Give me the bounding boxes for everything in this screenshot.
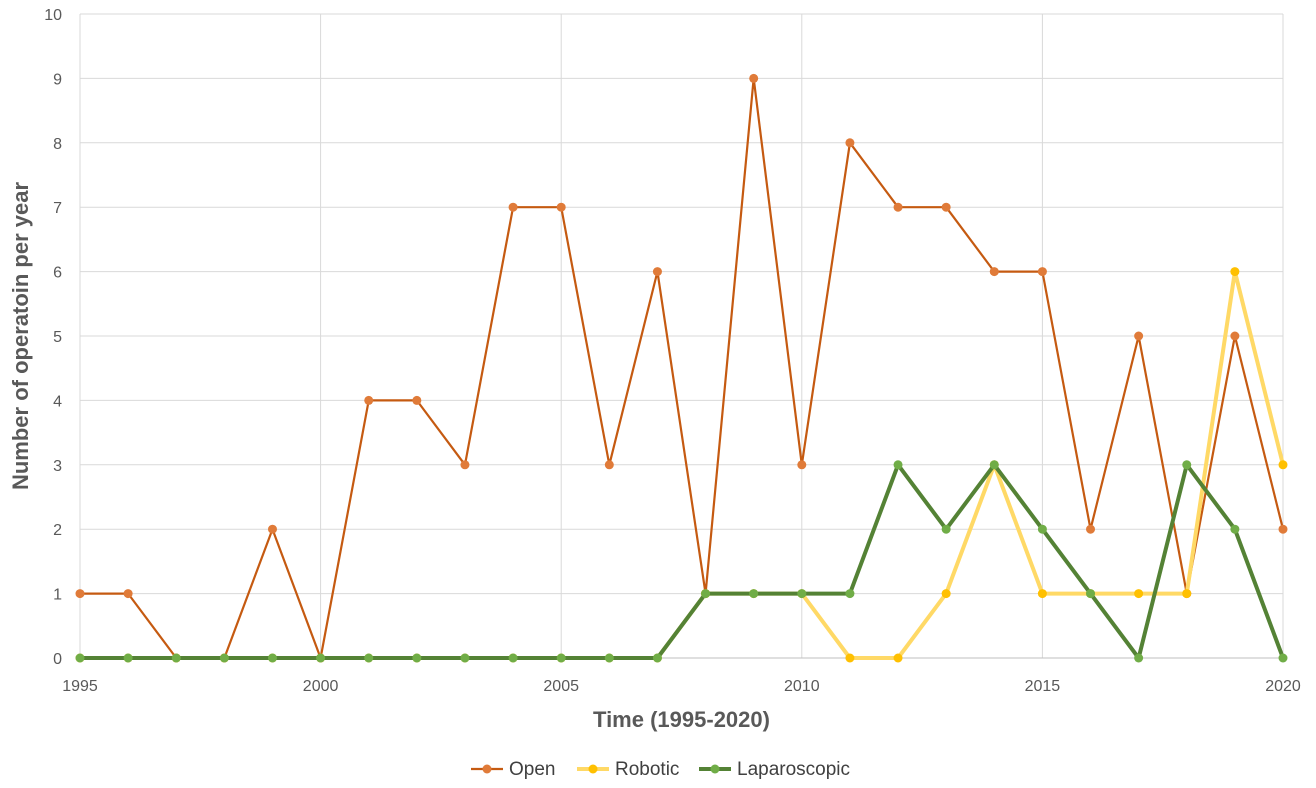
grid-lines xyxy=(79,13,1284,659)
series-laparoscopic xyxy=(75,460,1288,663)
data-point-laparoscopic xyxy=(123,653,133,663)
data-point-laparoscopic xyxy=(412,653,422,663)
data-point-laparoscopic xyxy=(749,589,759,599)
y-tick-label: 8 xyxy=(53,136,62,153)
legend-item-open[interactable]: Open xyxy=(471,759,555,780)
y-tick-label: 4 xyxy=(53,393,62,410)
data-point-open xyxy=(508,202,518,212)
x-tick-label: 1995 xyxy=(62,678,98,695)
y-axis-title: Number of operatoin per year xyxy=(8,182,33,491)
data-point-robotic xyxy=(1182,589,1192,599)
data-point-open xyxy=(941,202,951,212)
y-tick-label: 10 xyxy=(44,7,62,24)
y-tick-label: 6 xyxy=(53,265,62,282)
data-point-robotic xyxy=(1037,589,1047,599)
y-tick-label: 3 xyxy=(53,458,62,475)
data-point-open xyxy=(460,460,470,470)
data-point-laparoscopic xyxy=(1086,589,1096,599)
y-tick-label: 7 xyxy=(53,200,62,217)
data-point-open xyxy=(749,73,759,83)
legend-item-laparoscopic[interactable]: Laparoscopic xyxy=(699,759,850,780)
data-point-open xyxy=(75,589,85,599)
data-point-open xyxy=(1037,267,1047,277)
data-point-laparoscopic xyxy=(989,460,999,470)
data-point-laparoscopic xyxy=(845,589,855,599)
data-point-open xyxy=(845,138,855,148)
y-tick-label: 5 xyxy=(53,329,62,346)
data-point-laparoscopic xyxy=(267,653,277,663)
data-point-robotic xyxy=(893,653,903,663)
data-point-open xyxy=(364,395,374,405)
legend-label-open: Open xyxy=(509,759,555,780)
data-point-laparoscopic xyxy=(701,589,711,599)
data-point-open xyxy=(267,524,277,534)
legend-item-robotic[interactable]: Robotic xyxy=(577,759,679,780)
data-point-open xyxy=(556,202,566,212)
legend-marker-open xyxy=(482,764,492,774)
data-point-laparoscopic xyxy=(316,653,326,663)
x-tick-label: 2010 xyxy=(784,678,820,695)
data-point-laparoscopic xyxy=(171,653,181,663)
data-point-robotic xyxy=(845,653,855,663)
x-tick-labels: 1995 2000 2005 2010 2015 2020 xyxy=(62,678,1301,695)
data-point-laparoscopic xyxy=(893,460,903,470)
x-tick-label: 2000 xyxy=(303,678,339,695)
legend-marker-laparoscopic xyxy=(710,764,720,774)
data-point-open xyxy=(893,202,903,212)
x-tick-label: 2015 xyxy=(1025,678,1061,695)
data-point-laparoscopic xyxy=(1182,460,1192,470)
data-point-open xyxy=(989,267,999,277)
x-tick-label: 2005 xyxy=(543,678,579,695)
data-point-laparoscopic xyxy=(941,524,951,534)
data-point-open xyxy=(604,460,614,470)
x-axis-title: Time (1995-2020) xyxy=(593,707,770,732)
y-tick-label: 9 xyxy=(53,71,62,88)
data-point-open xyxy=(652,267,662,277)
data-point-robotic xyxy=(1134,589,1144,599)
data-point-laparoscopic xyxy=(556,653,566,663)
series-line-open xyxy=(78,77,1285,660)
data-point-open xyxy=(1230,331,1240,341)
data-point-laparoscopic xyxy=(604,653,614,663)
data-point-robotic xyxy=(1278,460,1288,470)
data-point-open xyxy=(797,460,807,470)
legend[interactable]: Open Robotic Laparoscopic xyxy=(471,759,850,780)
data-point-open xyxy=(1278,524,1288,534)
data-point-laparoscopic xyxy=(1278,653,1288,663)
data-point-laparoscopic xyxy=(1134,653,1144,663)
data-point-laparoscopic xyxy=(508,653,518,663)
y-tick-labels: 0 1 2 3 4 5 6 7 8 9 10 xyxy=(44,7,62,668)
data-point-laparoscopic xyxy=(75,653,85,663)
y-tick-label: 2 xyxy=(53,522,62,539)
x-tick-label: 2020 xyxy=(1265,678,1301,695)
data-point-laparoscopic xyxy=(364,653,374,663)
legend-label-robotic: Robotic xyxy=(615,759,679,780)
data-point-open xyxy=(1134,331,1144,341)
data-point-robotic xyxy=(941,589,951,599)
data-point-open xyxy=(412,395,422,405)
data-point-laparoscopic xyxy=(1037,524,1047,534)
series-open xyxy=(75,73,1288,663)
data-point-laparoscopic xyxy=(797,589,807,599)
data-point-laparoscopic xyxy=(1230,524,1240,534)
series-layer xyxy=(75,73,1288,663)
legend-label-laparoscopic: Laparoscopic xyxy=(737,759,850,780)
data-point-laparoscopic xyxy=(219,653,229,663)
series-line-laparoscopic xyxy=(78,462,1285,660)
data-point-robotic xyxy=(1230,267,1240,277)
data-point-open xyxy=(123,589,133,599)
legend-marker-robotic xyxy=(588,764,598,774)
data-point-laparoscopic xyxy=(460,653,470,663)
data-point-laparoscopic xyxy=(652,653,662,663)
y-tick-label: 0 xyxy=(53,651,62,668)
data-point-open xyxy=(1086,524,1096,534)
y-tick-label: 1 xyxy=(53,587,62,604)
